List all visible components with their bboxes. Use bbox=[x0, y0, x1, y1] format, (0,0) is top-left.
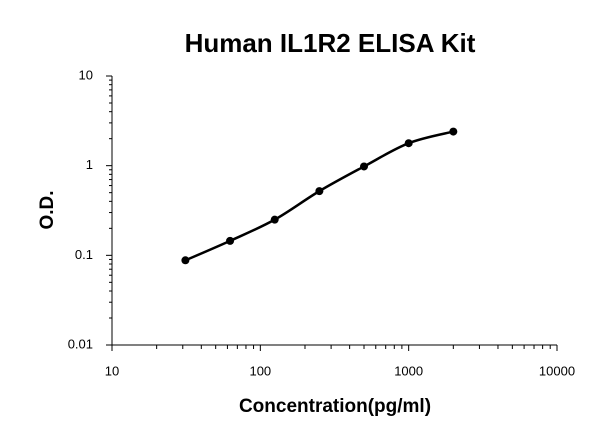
point bbox=[226, 236, 235, 245]
x-tick-label: 1000 bbox=[394, 363, 423, 378]
y-tick-label: 1 bbox=[86, 157, 93, 172]
x-tick-label: 10 bbox=[105, 363, 119, 378]
point bbox=[181, 256, 190, 265]
point bbox=[315, 187, 324, 196]
y-tick-label: 0.1 bbox=[75, 247, 93, 262]
point bbox=[270, 215, 279, 224]
y-tick-label: 10 bbox=[79, 67, 93, 82]
x-axis-label: Concentration(pg/ml) bbox=[239, 396, 431, 417]
point bbox=[360, 162, 369, 171]
x-tick-label: 100 bbox=[249, 363, 271, 378]
curve bbox=[184, 130, 454, 262]
point bbox=[404, 139, 413, 148]
x-tick-label: 10000 bbox=[539, 363, 575, 378]
point bbox=[449, 127, 458, 136]
chart-title: Human IL1R2 ELISA Kit bbox=[185, 28, 476, 58]
y-tick-label: 0.01 bbox=[68, 336, 93, 351]
y-axis-label: O.D. bbox=[37, 190, 58, 229]
